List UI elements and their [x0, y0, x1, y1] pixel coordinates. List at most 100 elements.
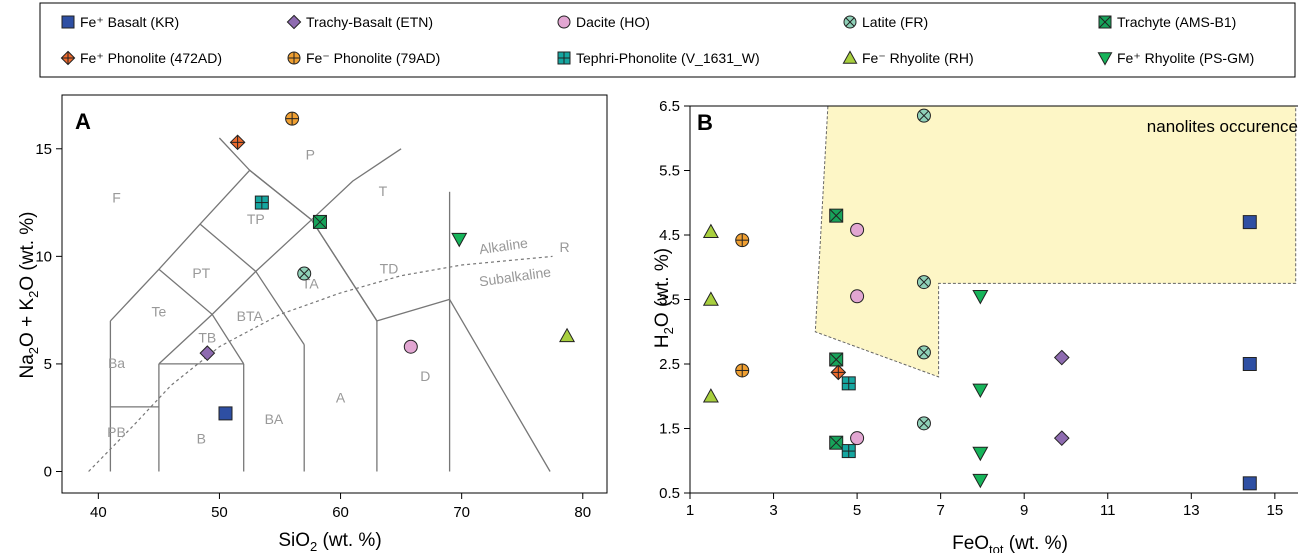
point-tephri-phonolite-v-1631-w — [841, 444, 856, 459]
x-tick-label: 50 — [211, 504, 228, 521]
legend-item-latite-fr: Latite (FR) — [843, 14, 928, 30]
legend-marker — [1098, 15, 1112, 29]
point-feplus-phonolite-472ad — [229, 134, 246, 151]
panel-a-x-label: SiO2 (wt. %) — [278, 530, 381, 553]
field-label-bta: BTA — [237, 308, 264, 324]
point-trachyte-ams-b1 — [829, 435, 844, 450]
field-label-ba: BA — [265, 411, 284, 427]
point-dacite-ho — [850, 222, 865, 237]
legend-label: Fe⁺ Phonolite (472AD) — [80, 50, 222, 66]
tas-boundary-7 — [448, 296, 551, 472]
y-tick-label: 1.5 — [659, 421, 680, 438]
point-feminus-rhyolite-rh — [702, 223, 719, 238]
point-latite-fr — [916, 108, 931, 123]
nanolite-region — [814, 105, 1297, 378]
x-tick-label: 5 — [853, 502, 861, 519]
panel-b-ticks: 1 3 5 7 9 11 13 150.51.52.53.54.55.56.5 — [659, 98, 1283, 519]
y-tick-label: 5 — [44, 356, 52, 373]
legend-marker — [557, 15, 571, 29]
tas-boundary-12 — [218, 137, 378, 322]
legend-label: Trachy-Basalt (ETN) — [306, 14, 433, 30]
point-feplus-rhyolite-ps-gm — [972, 290, 989, 305]
point-latite-fr — [916, 416, 931, 431]
y-tick-label: 5.5 — [659, 163, 680, 180]
legend-marker — [843, 15, 857, 29]
y-tick-label: 0.5 — [659, 485, 680, 502]
x-tick-label: 11 — [1100, 502, 1116, 519]
alkaline-label: Alkaline — [478, 234, 529, 257]
field-label-r: R — [560, 239, 570, 255]
y-tick-label: 15 — [35, 141, 52, 158]
tas-boundary-9 — [158, 148, 402, 365]
x-tick-label: 9 — [1020, 502, 1028, 519]
legend-label: Tephri-Phonolite (V_1631_W) — [576, 50, 760, 66]
legend-label: Dacite (HO) — [576, 14, 650, 30]
point-dacite-ho — [403, 339, 418, 354]
legend-item-feplus-basalt-kr: Fe⁺ Basalt (KR) — [61, 14, 179, 30]
x-tick-label: 3 — [769, 502, 777, 519]
point-dacite-ho — [850, 289, 865, 304]
panel-a-label: A — [75, 109, 91, 134]
point-feplus-rhyolite-ps-gm — [972, 473, 989, 489]
nanolite-annotation: nanolites occurence — [1147, 117, 1298, 136]
legend-item-feplus-rhyolite-ps-gm: Fe⁺ Rhyolite (PS-GM) — [1097, 50, 1254, 66]
x-tick-label: 60 — [332, 504, 349, 521]
panel-b-x-label: FeOtot (wt. %) — [952, 533, 1068, 553]
legend-marker — [557, 51, 571, 65]
legend-item-tephri-phonolite-v-1631-w: Tephri-Phonolite (V_1631_W) — [557, 50, 760, 66]
point-feplus-rhyolite-ps-gm — [972, 446, 989, 462]
legend-label: Fe⁻ Phonolite (79AD) — [306, 50, 440, 66]
legend-box — [39, 2, 1296, 78]
point-latite-fr — [916, 345, 931, 360]
legend-item-dacite-ho: Dacite (HO) — [557, 14, 650, 30]
tas-boundary-11 — [199, 223, 305, 345]
panel-a-ticks: 40 50 60 70 80 0 5 10 15 — [35, 141, 591, 521]
y-tick-label: 10 — [35, 248, 52, 265]
point-dacite-ho — [850, 431, 865, 446]
tas-boundaries — [109, 137, 551, 472]
legend-item-feminus-phonolite-79ad: Fe⁻ Phonolite (79AD) — [287, 50, 440, 66]
legend: Fe⁺ Basalt (KR) Trachy-Basalt (ETN) Dacite… — [39, 2, 1296, 78]
field-label-p: P — [306, 147, 315, 163]
x-tick-label: 7 — [936, 502, 944, 519]
field-label-tb: TB — [198, 329, 216, 345]
point-trachyte-ams-b1 — [829, 208, 844, 223]
tas-boundary-8 — [109, 169, 450, 322]
point-feplus-basalt-kr — [1242, 357, 1257, 371]
point-feplus-phonolite-472ad — [830, 364, 847, 381]
panel-b: nanolites occurence B 1 3 5 7 9 11 13 150.51.52… — [652, 98, 1298, 553]
y-tick-label: 2.5 — [659, 356, 680, 373]
point-trachy-basalt-etn — [1053, 349, 1070, 366]
field-label-pt: PT — [192, 265, 210, 281]
panel-a-points — [199, 111, 576, 421]
field-label-b: B — [197, 431, 206, 447]
legend-label: Fe⁺ Basalt (KR) — [80, 14, 179, 30]
panel-a-y-label: Na2O + K2O (wt. %) — [17, 211, 41, 378]
point-trachyte-ams-b1 — [829, 352, 844, 367]
subalkaline-label: Subalkaline — [478, 263, 552, 289]
x-tick-label: 80 — [574, 504, 591, 521]
legend-marker — [287, 51, 301, 65]
legend-label: Latite (FR) — [862, 14, 928, 30]
y-tick-label: 4.5 — [659, 227, 680, 244]
legend-item-trachyte-ams-b1: Trachyte (AMS-B1) — [1098, 14, 1236, 30]
point-feplus-basalt-kr — [1242, 476, 1257, 491]
y-tick-label: 6.5 — [659, 98, 680, 115]
point-feminus-phonolite-79ad — [735, 233, 750, 248]
field-label-ba: Ba — [108, 355, 125, 371]
y-tick-label: 0 — [44, 463, 52, 480]
legend-item-trachy-basalt-etn: Trachy-Basalt (ETN) — [286, 14, 433, 30]
point-tephri-phonolite-v-1631-w — [254, 195, 269, 210]
legend-item-feplus-phonolite-472ad: Fe⁺ Phonolite (472AD) — [60, 50, 222, 66]
field-label-a: A — [336, 390, 346, 406]
field-label-f: F — [112, 190, 121, 206]
field-label-tp: TP — [247, 211, 265, 227]
field-label-pb: PB — [107, 424, 126, 440]
point-trachy-basalt-etn — [199, 345, 216, 362]
tas-boundary-10 — [158, 268, 245, 365]
x-tick-label: 15 — [1267, 502, 1284, 519]
panel-b-points — [702, 108, 1257, 491]
